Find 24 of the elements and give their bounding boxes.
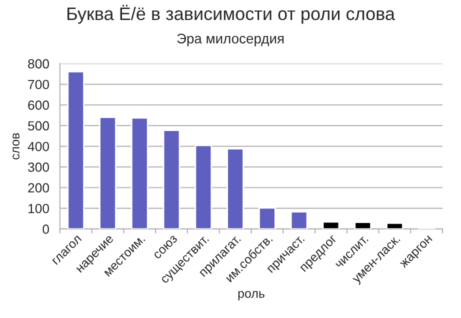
y-tick-label: 700: [28, 80, 49, 90]
y-tick-label: 400: [28, 142, 49, 152]
bar: [194, 144, 212, 229]
bar: [322, 221, 340, 229]
y-axis-title: слов: [12, 133, 20, 160]
y-tick-label: 300: [28, 162, 49, 172]
bar: [130, 117, 148, 229]
chart-title: Буква Ё/ё в зависимости от роли слова: [67, 4, 396, 24]
y-tick-label: 800: [28, 59, 49, 69]
bar: [386, 222, 404, 229]
bar: [258, 207, 276, 229]
y-tick-label: 500: [28, 121, 49, 131]
bar: [67, 70, 85, 229]
bar: [354, 222, 372, 229]
x-axis-title: роль: [238, 291, 264, 300]
bar: [162, 130, 180, 229]
y-tick-label: 200: [28, 183, 49, 193]
chart-subtitle: Эра милосердия: [177, 34, 284, 46]
y-tick-label: 100: [28, 204, 49, 214]
y-tick-label: 600: [28, 100, 49, 110]
y-tick-label: 0: [42, 224, 49, 234]
bar: [99, 116, 116, 229]
bar: [290, 211, 308, 229]
bar: [226, 148, 244, 229]
